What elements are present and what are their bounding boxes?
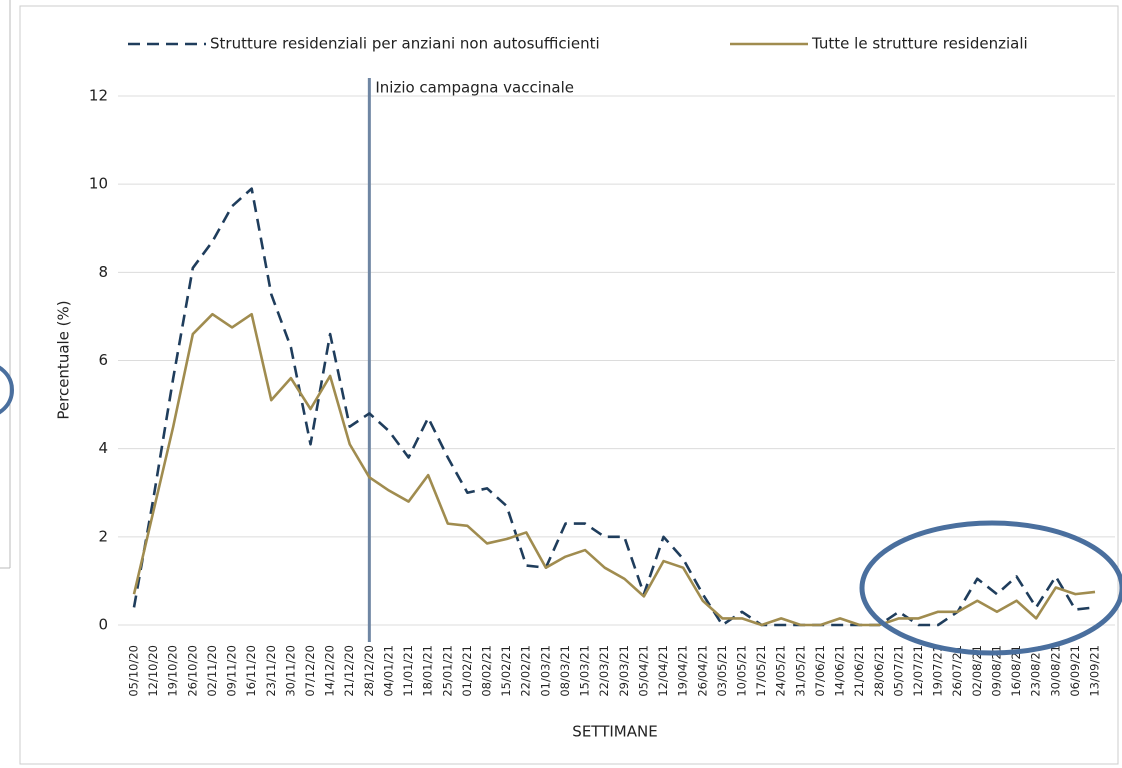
x-tick-label: 01/03/21	[538, 645, 552, 697]
x-tick-label: 08/02/21	[480, 645, 494, 697]
y-tick-label: 12	[89, 87, 108, 105]
x-tick-label: 26/07/21	[950, 645, 964, 697]
x-tick-label: 12/10/20	[146, 645, 160, 697]
series-line	[132, 312, 1096, 627]
x-tick-label: 16/08/21	[1009, 645, 1023, 697]
x-tick-label: 29/03/21	[617, 645, 631, 697]
x-tick-label: 05/04/21	[636, 645, 650, 697]
x-tick-label: 17/05/21	[754, 645, 768, 697]
x-tick-label: 08/03/21	[558, 645, 572, 697]
x-tick-label: 05/10/20	[127, 645, 141, 697]
x-tick-label: 14/12/20	[323, 645, 337, 697]
x-tick-label: 07/12/20	[303, 645, 317, 697]
x-tick-label: 21/06/21	[852, 645, 866, 697]
x-tick-label: 11/01/21	[401, 645, 415, 697]
x-tick-label: 16/11/20	[244, 645, 258, 697]
x-tick-label: 28/06/21	[872, 645, 886, 697]
x-tick-label: 19/10/20	[166, 645, 180, 697]
x-tick-label: 23/11/20	[264, 645, 278, 697]
x-tick-label: 22/03/21	[597, 645, 611, 697]
x-tick-label: 26/10/20	[185, 645, 199, 697]
x-tick-label: 12/04/21	[656, 645, 670, 697]
x-tick-label: 13/09/21	[1088, 645, 1102, 697]
x-tick-label: 21/12/20	[342, 645, 356, 697]
highlight-circle	[0, 365, 14, 415]
x-tick-label: 19/07/21	[931, 645, 945, 697]
x-tick-label: 19/04/21	[676, 645, 690, 697]
x-tick-label: 18/01/21	[421, 645, 435, 697]
y-tick-label: 8	[98, 263, 108, 281]
y-tick-label: 10	[89, 175, 108, 193]
x-tick-label: 28/12/20	[362, 645, 376, 697]
y-axis-label: Percentuale (%)	[55, 300, 73, 419]
y-tick-label: 2	[98, 527, 108, 545]
x-tick-label: 02/11/20	[205, 645, 219, 697]
x-tick-label: 05/07/21	[891, 645, 905, 697]
x-tick-label: 15/03/21	[578, 645, 592, 697]
x-tick-label: 02/08/21	[970, 645, 984, 697]
x-tick-label: 31/05/21	[793, 645, 807, 697]
x-tick-label: 10/05/21	[734, 645, 748, 697]
series-line	[132, 187, 1096, 627]
highlight-ellipse	[859, 520, 1122, 656]
x-axis-label: SETTIMANE	[572, 723, 657, 741]
x-tick-label: 30/08/21	[1048, 645, 1062, 697]
x-tick-label: 23/08/21	[1029, 645, 1043, 697]
x-tick-label: 01/02/21	[460, 645, 474, 697]
x-tick-label: 04/01/21	[381, 645, 395, 697]
y-tick-label: 4	[98, 439, 108, 457]
x-tick-label: 15/02/21	[499, 645, 513, 697]
x-tick-label: 24/05/21	[774, 645, 788, 697]
y-tick-label: 0	[98, 616, 108, 634]
x-tick-label: 26/04/21	[695, 645, 709, 697]
x-tick-label: 07/06/21	[813, 645, 827, 697]
x-tick-label: 25/01/21	[440, 645, 454, 697]
x-tick-label: 03/05/21	[715, 645, 729, 697]
x-tick-label: 30/11/20	[283, 645, 297, 697]
x-tick-label: 09/08/21	[989, 645, 1003, 697]
x-tick-label: 06/09/21	[1068, 645, 1082, 697]
annotation-text: Inizio campagna vaccinale	[375, 79, 574, 97]
legend-label: Tutte le strutture residenziali	[811, 35, 1028, 53]
chart-frame	[19, 5, 1119, 765]
x-tick-label: 22/02/21	[519, 645, 533, 697]
x-tick-label: 12/07/21	[911, 645, 925, 697]
x-tick-label: 14/06/21	[833, 645, 847, 697]
legend-label: Strutture residenziali per anziani non a…	[210, 35, 600, 53]
y-tick-label: 6	[98, 351, 108, 369]
x-tick-label: 09/11/20	[225, 645, 239, 697]
